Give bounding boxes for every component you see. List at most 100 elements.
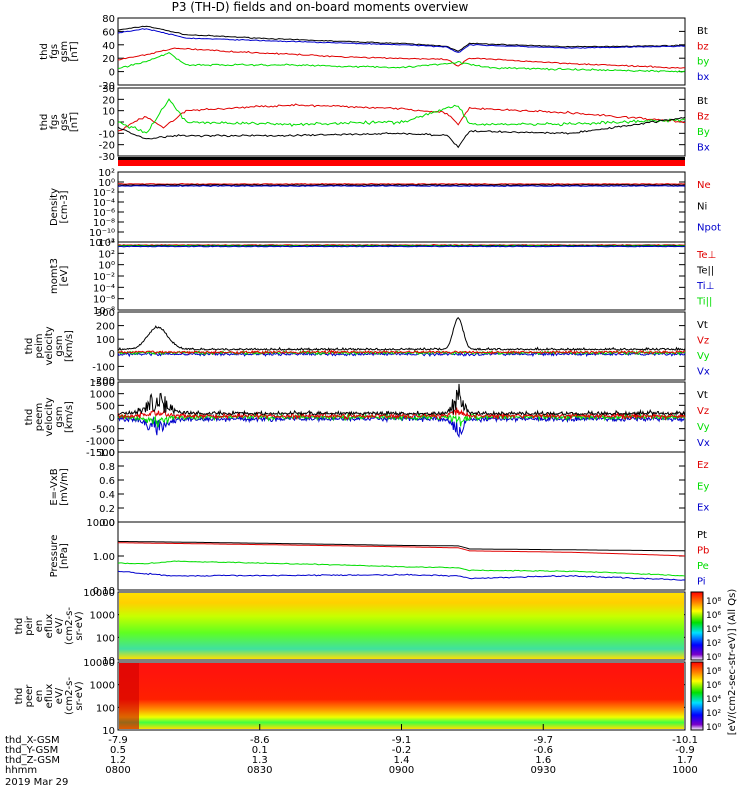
ylabel-text: sr-eV) bbox=[74, 611, 85, 640]
ytick-label: 80 bbox=[102, 14, 115, 25]
legend-Bt: Bt bbox=[697, 26, 708, 37]
xaxis-value: -8.6 bbox=[250, 735, 270, 746]
ytick-label: 500 bbox=[96, 401, 115, 412]
panel-frame-peir bbox=[117, 591, 686, 661]
ylabel-text: eflux bbox=[44, 684, 55, 709]
ytick-label: -20 bbox=[99, 141, 115, 152]
colorbar-tick: 10⁸ bbox=[706, 667, 721, 677]
ytick-label: 10.00 bbox=[86, 518, 115, 529]
xaxis-row-label: thd_X-GSM bbox=[5, 735, 60, 746]
ytick-label: 0.8 bbox=[99, 462, 115, 473]
series-Npot bbox=[117, 184, 686, 188]
legend-Te||: Te|| bbox=[696, 266, 714, 277]
legend-by: by bbox=[697, 57, 709, 68]
panel-frame-efield bbox=[117, 451, 686, 523]
series-Vz-i bbox=[117, 349, 686, 355]
legend-Pb: Pb bbox=[697, 546, 709, 557]
ylabel-text: (cm2-s- bbox=[64, 607, 75, 645]
series-By bbox=[117, 98, 686, 134]
ytick-label: 0.6 bbox=[99, 476, 115, 487]
ytick-label: 10² bbox=[98, 249, 115, 260]
ylabel-text: eV/ bbox=[54, 687, 65, 704]
legend-bz: bz bbox=[697, 41, 709, 52]
ytick-label: 10⁻⁴ bbox=[93, 198, 115, 209]
ytick-label: 10⁰ bbox=[98, 261, 115, 272]
ytick-label: 10⁰ bbox=[98, 178, 115, 189]
panels-group bbox=[117, 17, 704, 731]
legend-Vx: Vx bbox=[697, 367, 710, 378]
xaxis-value: -0.9 bbox=[675, 745, 695, 756]
legend-Npot: Npot bbox=[697, 223, 721, 234]
ytick-label: -100 bbox=[92, 362, 115, 373]
ytick-label: 10000 bbox=[83, 588, 115, 599]
xaxis-value: 0.5 bbox=[110, 745, 126, 756]
series-Ni bbox=[117, 183, 686, 187]
panel-frame-fgs-gsm bbox=[117, 17, 686, 86]
colorbar-tick: 10⁴ bbox=[706, 625, 721, 635]
ylabel-text: peir bbox=[24, 615, 35, 635]
ylabel-text: Pressure bbox=[49, 535, 60, 578]
series-Pb bbox=[117, 542, 686, 557]
legend-bx: bx bbox=[697, 72, 709, 83]
xaxis-value: -0.2 bbox=[392, 745, 412, 756]
legend-Bt: Bt bbox=[697, 96, 708, 107]
xaxis-value: -10.1 bbox=[672, 735, 698, 746]
xaxis-value: -7.9 bbox=[108, 735, 128, 746]
xaxis-value: 0830 bbox=[247, 765, 272, 776]
ylabel-text: velocity bbox=[44, 326, 55, 365]
colorbar-tick: 10⁶ bbox=[706, 611, 721, 621]
series-Bz bbox=[117, 103, 686, 132]
colorbar-tick: 10⁴ bbox=[706, 695, 721, 705]
legend-Pt: Pt bbox=[697, 530, 707, 541]
ytick-label: -200 bbox=[92, 376, 115, 387]
ytick-label: 10⁻⁸ bbox=[93, 306, 115, 317]
colorbar-tick: 10² bbox=[706, 709, 721, 719]
ytick-label: 10² bbox=[98, 168, 115, 179]
ytick-label: 10⁻² bbox=[93, 188, 115, 199]
ytick-label: 10⁻⁴ bbox=[93, 283, 115, 294]
legend-Ne: Ne bbox=[697, 180, 711, 191]
legend-Vt: Vt bbox=[697, 320, 708, 331]
ytick-label: 100 bbox=[96, 335, 115, 346]
legend-Vt: Vt bbox=[697, 390, 708, 401]
xaxis-value: 0800 bbox=[105, 765, 130, 776]
colorbar-1 bbox=[690, 661, 704, 731]
ylabel-text: peim bbox=[34, 333, 45, 358]
series-bx bbox=[117, 28, 686, 53]
ylabel-text: velocity bbox=[44, 397, 55, 436]
legend-Vy: Vy bbox=[697, 351, 710, 362]
colorbar-tick: 10⁰ bbox=[706, 723, 721, 733]
series-Vt-e bbox=[117, 383, 686, 417]
ylabel-text: [cm-3] bbox=[59, 190, 70, 223]
ylabel-text: gse bbox=[59, 113, 70, 131]
ytick-label: -20 bbox=[99, 81, 115, 92]
series-Bx bbox=[117, 116, 686, 149]
xaxis-row-label: hhmm bbox=[5, 765, 37, 776]
colorbar-label: [eV/(cm2-sec-str-eV)] (All Qs) bbox=[727, 589, 738, 736]
series-Vy-e bbox=[117, 412, 686, 428]
ylabel-text: fgs bbox=[49, 114, 60, 129]
ytick-label: 10 bbox=[102, 656, 115, 667]
xaxis-value: 1000 bbox=[672, 765, 697, 776]
ytick-label: -1000 bbox=[86, 436, 115, 447]
ytick-label: 10000 bbox=[83, 658, 115, 669]
ylabel-text: gsm bbox=[54, 335, 65, 356]
ylabel-text: [nPa] bbox=[59, 543, 70, 569]
ytick-label: 1500 bbox=[90, 378, 115, 389]
ytick-label: -1500 bbox=[86, 448, 115, 459]
ytick-label: 0.2 bbox=[99, 504, 115, 515]
series-by bbox=[117, 52, 686, 73]
panel-frame-pressure bbox=[117, 521, 686, 591]
ytick-label: 20 bbox=[102, 54, 115, 65]
colorbar-tick: 10⁸ bbox=[706, 597, 721, 607]
spectrogram-peer bbox=[119, 663, 684, 729]
legend-Vz: Vz bbox=[697, 336, 709, 347]
ylabel-text: peer bbox=[24, 684, 35, 708]
legend-Ex: Ex bbox=[697, 503, 709, 514]
ylabel-text: [nT] bbox=[69, 112, 80, 132]
xaxis-value: -9.1 bbox=[392, 735, 412, 746]
ytick-label: 1.00 bbox=[93, 552, 115, 563]
ylabel-text: [mV/m] bbox=[59, 468, 70, 506]
